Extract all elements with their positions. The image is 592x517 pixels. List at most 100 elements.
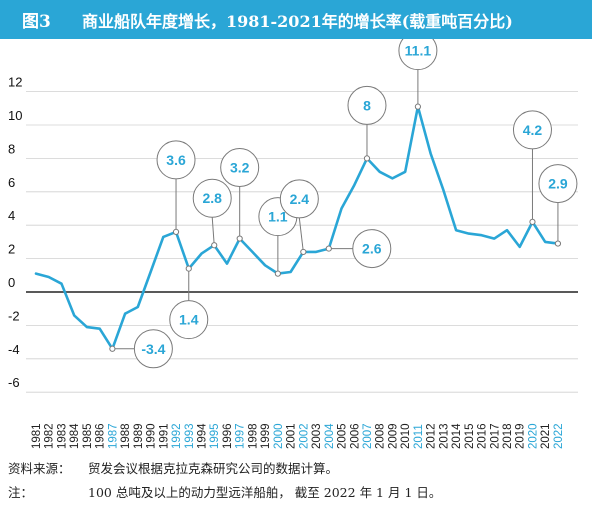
x-tick-label: 1987 (107, 423, 119, 449)
x-tick-label: 1994 (196, 423, 208, 449)
x-tick-label: 1991 (158, 423, 170, 449)
x-tick-label: 2005 (337, 423, 349, 449)
data-label: 3.2 (230, 160, 250, 176)
callout-point-marker (529, 218, 536, 225)
figure-header: 图3 商业船队年度增长，1981-2021年的增长率(载重吨百分比) (0, 0, 592, 39)
callout-bubble (512, 110, 552, 150)
x-tick-label: 1999 (260, 423, 272, 449)
y-tick-label: 10 (8, 108, 22, 123)
x-tick-label: 2022 (553, 423, 565, 449)
x-tick-label: 2010 (400, 423, 412, 449)
callout-point-marker (185, 265, 192, 272)
x-tick-label: 2000 (273, 423, 285, 449)
source-label: 资料来源： (8, 461, 71, 476)
x-tick-label: 1985 (82, 423, 94, 449)
figure-title: 商业船队年度增长，1981-2021年的增长率(载重吨百分比) (82, 11, 513, 31)
series-line (34, 105, 560, 351)
x-tick-label: 2016 (477, 423, 489, 449)
data-label: 1.1 (268, 209, 288, 225)
callout-leader (211, 217, 215, 246)
data-label: 2.8 (202, 190, 222, 206)
x-tick-label: 1981 (31, 423, 43, 449)
x-tick-label: 2006 (349, 423, 361, 449)
x-tick-label: 1984 (69, 423, 81, 449)
y-tick-label: 0 (8, 275, 15, 290)
source-text: 贸发会议根据克拉克森研究公司的数据计算。 (88, 461, 339, 476)
source-row: 资料来源： 贸发会议根据克拉克森研究公司的数据计算。 (8, 458, 338, 477)
y-tick-label: 12 (8, 75, 22, 90)
x-tick-label: 2009 (387, 423, 399, 449)
note-label: 注： (8, 485, 34, 500)
x-tick-label: 1993 (184, 423, 196, 449)
x-tick-label: 2007 (362, 423, 374, 449)
callout-bubble (133, 329, 173, 369)
x-tick-label: 2021 (540, 423, 552, 449)
note-text: 100 总吨及以上的动力型远洋船舶， 截至 2022 年 1 月 1 日。 (88, 485, 442, 500)
x-tick-label: 2008 (375, 423, 387, 449)
figure-number: 图3 (22, 12, 51, 32)
data-label: 2.9 (548, 176, 568, 192)
data-label: 8 (363, 97, 371, 113)
x-tick-label: 2013 (438, 423, 450, 449)
callout-bubble (538, 164, 578, 204)
x-tick-label: 2015 (464, 423, 476, 449)
callout-point-marker (414, 103, 421, 110)
x-tick-label: 2001 (286, 423, 298, 449)
data-label: 11.1 (405, 43, 432, 59)
callout-point-marker (300, 248, 307, 256)
x-tick-label: 2014 (451, 423, 463, 449)
callout-bubble (192, 178, 232, 218)
callout-point-marker (236, 235, 243, 242)
x-tick-label: 1982 (44, 423, 56, 449)
data-label: 1.4 (179, 312, 199, 328)
x-tick-label: 1989 (133, 423, 145, 449)
x-tick-label: 1986 (95, 423, 107, 449)
data-label: 3.6 (166, 152, 186, 168)
x-tick-label: 1983 (56, 423, 68, 449)
data-label: 4.2 (523, 122, 543, 138)
x-tick-label: 2011 (413, 424, 425, 449)
y-tick-label: 4 (8, 208, 15, 223)
x-tick-label: 2020 (527, 423, 539, 449)
callout-bubble (156, 140, 196, 180)
x-tick-label: 1995 (209, 423, 221, 449)
note-row: 注： 100 总吨及以上的动力型远洋船舶， 截至 2022 年 1 月 1 日。 (8, 482, 441, 501)
x-tick-label: 1992 (171, 423, 183, 449)
x-tick-label: 2002 (298, 423, 310, 449)
callout-point-marker (554, 240, 562, 247)
x-tick-label: 1998 (247, 423, 259, 449)
x-tick-label: 1990 (146, 423, 158, 449)
data-label: 2.4 (290, 191, 310, 207)
x-tick-label: 2017 (489, 423, 501, 449)
x-tick-label: 2019 (515, 423, 527, 449)
callout-bubble (279, 179, 319, 219)
callout-point-marker (274, 270, 281, 277)
x-tick-label: 1988 (120, 423, 132, 449)
x-tick-label: 1996 (222, 423, 234, 449)
x-tick-label: 2018 (502, 423, 514, 449)
callout-bubble (347, 85, 387, 125)
y-tick-label: -4 (8, 342, 20, 357)
x-tick-label: 2004 (324, 423, 336, 449)
y-tick-label: 8 (8, 141, 15, 156)
y-tick-label: 6 (8, 175, 15, 190)
callout-point-marker (211, 242, 218, 249)
callout-bubble (352, 229, 392, 269)
y-tick-label: 2 (8, 242, 15, 257)
data-label: -3.4 (141, 341, 165, 357)
x-tick-label: 1997 (235, 423, 247, 449)
callout-bubble (169, 300, 209, 340)
callout-leader (298, 217, 304, 252)
y-tick-label: -2 (8, 308, 20, 323)
y-tick-label: -6 (8, 375, 20, 390)
callout-point-marker (363, 155, 371, 162)
x-tick-label: 2003 (311, 423, 323, 449)
callout-bubble (398, 39, 438, 71)
x-tick-label: 2012 (426, 423, 438, 449)
callout-point-marker (172, 228, 180, 235)
callout-point-marker (109, 345, 116, 352)
data-label: 2.6 (362, 241, 382, 257)
callout-bubble (220, 148, 260, 188)
callout-point-marker (325, 245, 332, 252)
